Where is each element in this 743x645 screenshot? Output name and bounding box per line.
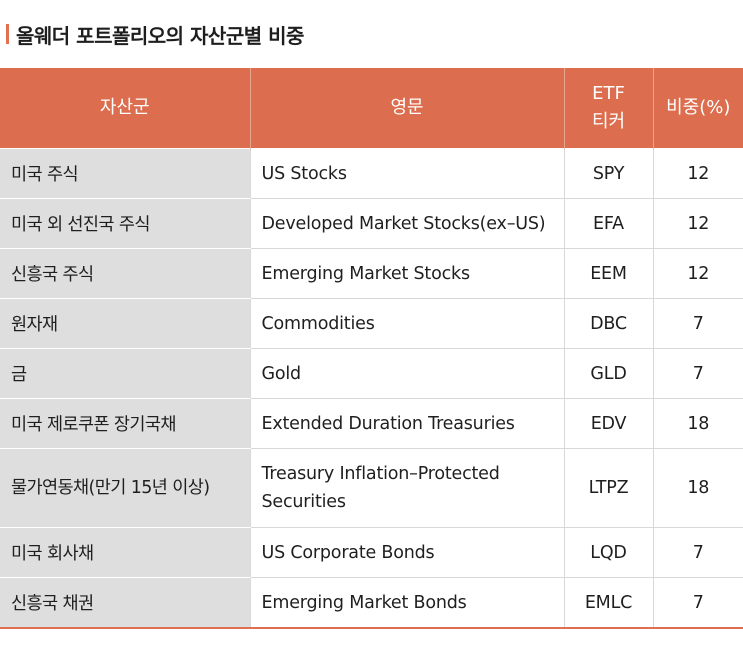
asset-class-cell: 금 <box>0 348 250 399</box>
english-cell: Emerging Market Stocks <box>249 248 564 299</box>
english-cell: Gold <box>249 348 564 399</box>
weight-cell: 18 <box>652 398 743 449</box>
weight-cell: 12 <box>652 148 743 199</box>
ticker-cell: EDV <box>563 398 653 449</box>
english-cell: Emerging Market Bonds <box>249 577 564 629</box>
header-etf-line1: ETF <box>592 83 625 104</box>
table-row: 물가연동채(만기 15년 이상) Treasury Inflation–Prot… <box>0 448 743 528</box>
english-cell: Treasury Inflation–Protected Securities <box>249 448 564 528</box>
asset-class-cell: 원자재 <box>0 298 250 349</box>
page-title: 올웨더 포트폴리오의 자산군별 비중 <box>16 24 304 48</box>
weight-cell: 12 <box>652 198 743 249</box>
header-etf-ticker: ETF 티커 <box>563 68 653 149</box>
english-cell: US Corporate Bonds <box>249 527 564 578</box>
table-row: 미국 제로쿠폰 장기국채 Extended Duration Treasurie… <box>0 398 743 449</box>
header-weight: 비중(%) <box>652 68 743 149</box>
table-row: 미국 주식 US Stocks SPY 12 <box>0 148 743 199</box>
weight-cell: 12 <box>652 248 743 299</box>
weight-cell: 7 <box>652 577 743 629</box>
weight-cell: 7 <box>652 527 743 578</box>
table-row: 금 Gold GLD 7 <box>0 348 743 399</box>
ticker-cell: DBC <box>563 298 653 349</box>
title-accent-bar <box>6 24 9 44</box>
ticker-cell: LTPZ <box>563 448 653 528</box>
table-body: 미국 주식 US Stocks SPY 12 미국 외 선진국 주식 Devel… <box>0 148 743 629</box>
asset-class-cell: 미국 주식 <box>0 148 250 199</box>
table-row: 미국 회사채 US Corporate Bonds LQD 7 <box>0 527 743 578</box>
ticker-cell: EFA <box>563 198 653 249</box>
weight-cell: 18 <box>652 448 743 528</box>
ticker-cell: EEM <box>563 248 653 299</box>
allocation-table: 자산군 영문 ETF 티커 비중(%) 미국 주식 US Stocks SPY … <box>0 68 743 629</box>
table-row: 미국 외 선진국 주식 Developed Market Stocks(ex–U… <box>0 198 743 249</box>
header-row: 자산군 영문 ETF 티커 비중(%) <box>0 68 743 149</box>
asset-class-cell: 물가연동채(만기 15년 이상) <box>0 448 250 528</box>
table-row: 신흥국 주식 Emerging Market Stocks EEM 12 <box>0 248 743 299</box>
table-header: 자산군 영문 ETF 티커 비중(%) <box>0 68 743 149</box>
ticker-cell: GLD <box>563 348 653 399</box>
asset-class-cell: 신흥국 채권 <box>0 577 250 629</box>
header-etf-line2: 티커 <box>591 111 626 132</box>
english-cell: Extended Duration Treasuries <box>249 398 564 449</box>
ticker-cell: EMLC <box>563 577 653 629</box>
table-row: 원자재 Commodities DBC 7 <box>0 298 743 349</box>
english-cell: Developed Market Stocks(ex–US) <box>249 198 564 249</box>
english-cell: US Stocks <box>249 148 564 199</box>
english-cell: Commodities <box>249 298 564 349</box>
english-line2: Securities <box>261 492 346 512</box>
header-asset-class: 자산군 <box>0 68 250 149</box>
title-section: 올웨더 포트폴리오의 자산군별 비중 <box>0 0 743 68</box>
weight-cell: 7 <box>652 348 743 399</box>
english-line1: Treasury Inflation–Protected <box>261 464 500 484</box>
asset-class-cell: 미국 외 선진국 주식 <box>0 198 250 249</box>
weight-cell: 7 <box>652 298 743 349</box>
ticker-cell: LQD <box>563 527 653 578</box>
asset-class-cell: 미국 제로쿠폰 장기국채 <box>0 398 250 449</box>
ticker-cell: SPY <box>563 148 653 199</box>
table-row: 신흥국 채권 Emerging Market Bonds EMLC 7 <box>0 577 743 629</box>
asset-class-cell: 신흥국 주식 <box>0 248 250 299</box>
header-english: 영문 <box>249 68 564 149</box>
asset-class-cell: 미국 회사채 <box>0 527 250 578</box>
